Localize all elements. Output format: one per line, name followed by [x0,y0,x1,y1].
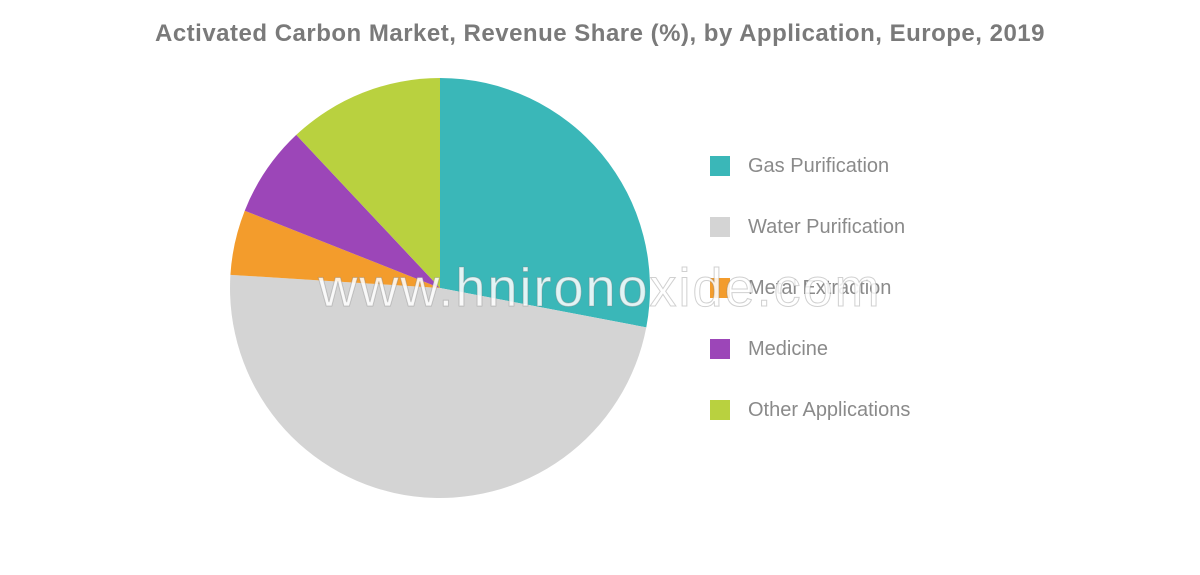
legend-item: Metal Extraction [710,277,970,300]
legend-item: Medicine [710,338,970,361]
legend-label: Water Purification [748,216,905,239]
legend-swatch [710,400,730,420]
chart-row: Gas Purification Water Purification Metal … [0,78,1200,498]
legend-label: Other Applications [748,399,910,422]
legend-label: Metal Extraction [748,277,891,300]
pie-chart [230,78,650,498]
legend-swatch [710,156,730,176]
pie-slice [440,78,650,327]
legend-item: Water Purification [710,216,970,239]
legend-item: Other Applications [710,399,970,422]
legend-label: Gas Purification [748,155,889,178]
legend-swatch [710,339,730,359]
legend-swatch [710,217,730,237]
legend-swatch [710,278,730,298]
legend-item: Gas Purification [710,155,970,178]
chart-title: Activated Carbon Market, Revenue Share (… [0,20,1200,48]
legend: Gas Purification Water Purification Metal … [710,155,970,422]
chart-container: Activated Carbon Market, Revenue Share (… [0,0,1200,575]
legend-label: Medicine [748,338,828,361]
